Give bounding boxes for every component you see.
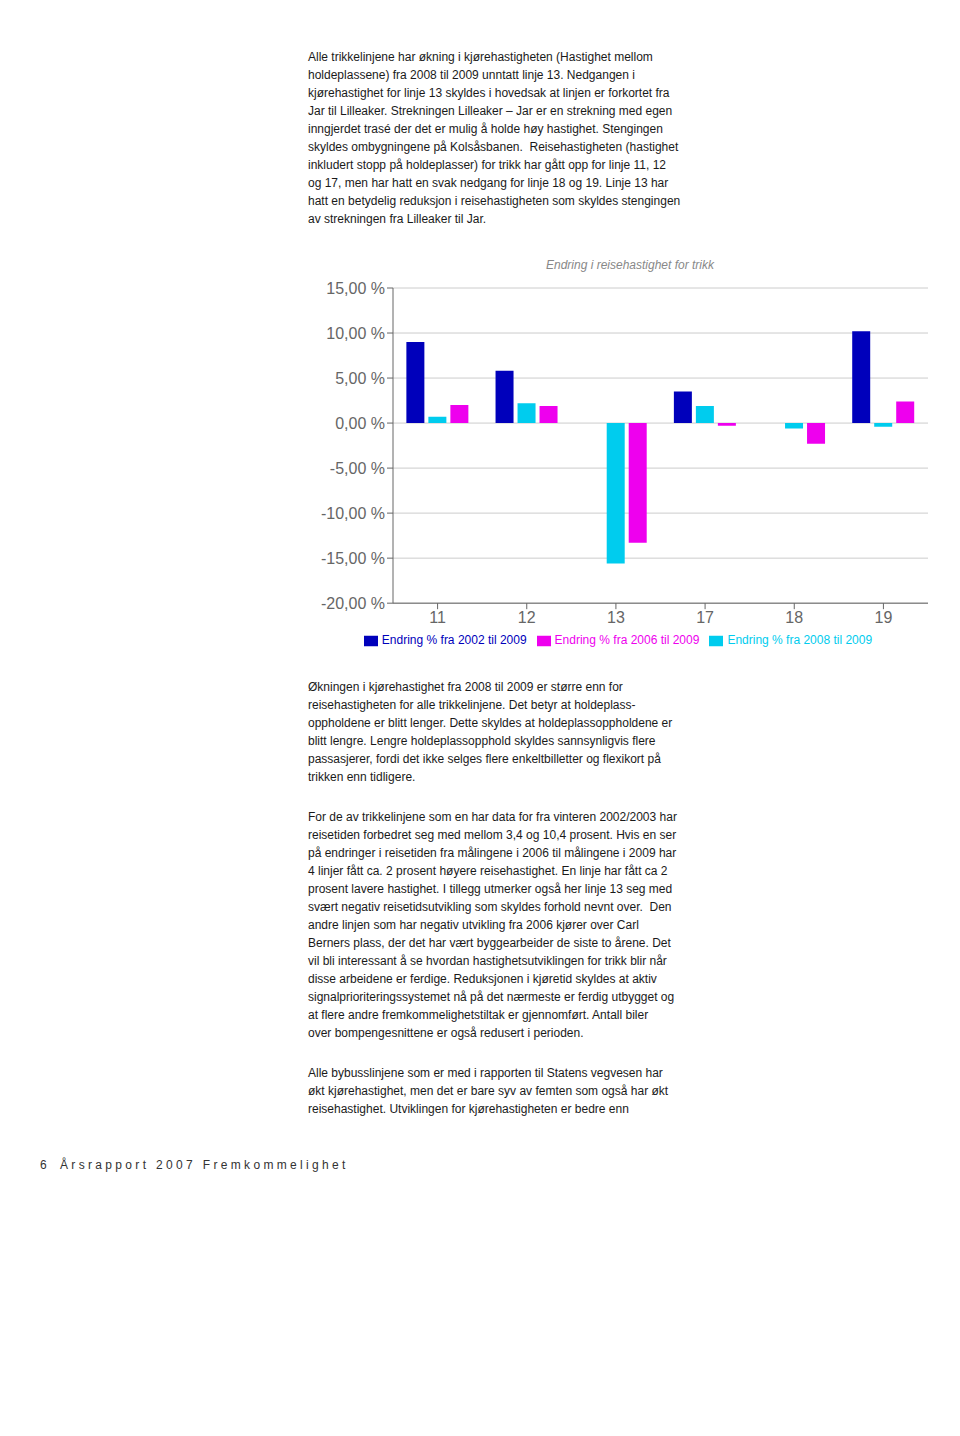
html-text:Økningen i kjørehastighet fra: Økningen i kjørehastighet fra 2008 til 2… xyxy=(308,680,673,784)
svg-text:5,00 %: 5,00 % xyxy=(335,370,385,387)
svg-text:11: 11 xyxy=(429,609,446,626)
svg-text:-5,00 %: -5,00 % xyxy=(330,460,385,477)
svg-text:15,00 %: 15,00 % xyxy=(326,280,385,297)
svg-text:17: 17 xyxy=(696,609,714,626)
svg-text:-10,00 %: -10,00 % xyxy=(321,505,385,522)
svg-text:-15,00 %: -15,00 % xyxy=(321,550,385,567)
svg-text:18: 18 xyxy=(785,609,803,626)
html-text:Endring i reisehastighet for t: Endring i reisehastighet for trikk xyxy=(546,258,714,272)
html-text:For de av trikkelinjene som en: For de av trikkelinjene som en har data … xyxy=(308,810,677,1040)
html-text:Alle trikkelinjene har økning: Alle trikkelinjene har økning i kjørehas… xyxy=(308,50,681,226)
svg-text:12: 12 xyxy=(518,609,536,626)
html-text:Endring % fra 2008 til 2009: Endring % fra 2008 til 2009 xyxy=(727,633,873,648)
html-text:6 Å r s r a p p o r t 2 0 0 7: 6 Å r s r a p p o r t 2 0 0 7 F r e m k … xyxy=(40,1158,346,1172)
svg-text:-20,00 %: -20,00 % xyxy=(321,595,385,612)
svg-text:13: 13 xyxy=(607,609,625,626)
html-text:Endring % fra 2002 til 2009: Endring % fra 2002 til 2009 xyxy=(381,633,527,648)
svg-text:19: 19 xyxy=(875,609,893,626)
html-text:Alle bybusslinjene som er med: Alle bybusslinjene som er med i rapporte… xyxy=(308,1066,669,1116)
html-text:Endring % fra 2006 til 2009: Endring % fra 2006 til 2009 xyxy=(554,633,700,648)
svg-text:10,00 %: 10,00 % xyxy=(326,325,385,342)
svg-text:0,00 %: 0,00 % xyxy=(335,415,385,432)
